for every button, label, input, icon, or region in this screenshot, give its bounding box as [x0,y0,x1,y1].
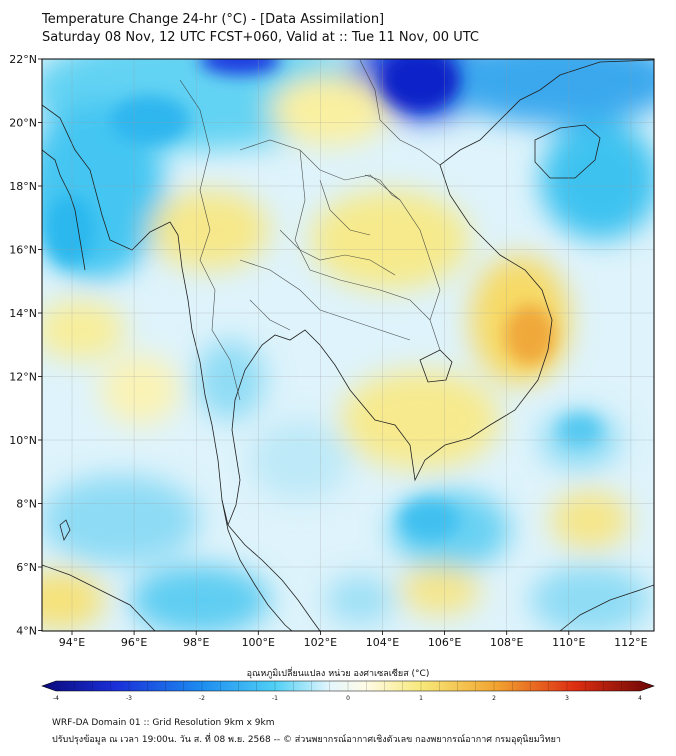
colorbar-tick-label: 4 [638,695,642,700]
colorbar-tick-label: -2 [199,695,205,700]
lat-label: 18°N [9,180,37,193]
latitude-labels: 22°N 20°N 18°N 16°N 14°N 12°N 10°N 8°N 6°N 4°N [9,53,42,638]
myanmar-coast [42,104,229,526]
lat-label: 14°N [9,307,37,320]
lat-label: 6°N [16,561,37,574]
lat-label: 4°N [16,625,37,638]
colorbar-tick-label: -4 [53,695,59,700]
lon-label: 106°E [428,636,461,649]
lon-label: 108°E [490,636,523,649]
colorbar-tick-label: 0 [346,695,350,700]
lon-label: 94°E [59,636,85,649]
chart-title: Temperature Change 24-hr (°C) - [Data As… [42,12,385,27]
field-blobs-core [45,59,602,540]
colorbar: -4 -3 -2 -1 0 1 2 3 4 [41,680,655,700]
island-nicobar [59,519,71,542]
malay-peninsula-east [227,524,321,631]
lon-label: 112°E [614,636,647,649]
malay-peninsula-west [221,499,293,631]
thai-gulf-coast [227,59,654,526]
temperature-field [42,59,654,631]
coastlines [42,59,654,631]
lat-label: 22°N [9,53,37,66]
bangladesh-coast [42,149,86,271]
lon-label: 110°E [552,636,585,649]
chart-subtitle: Saturday 08 Nov, 12 UTC FCST+060, Valid … [42,30,479,45]
footer-credit: ปรับปรุงข้อมูล ณ เวลา 19:00น. วัน ส. ที่… [52,735,561,745]
lon-label: 100°E [242,636,275,649]
colorbar-tick-label: -3 [126,695,132,700]
hainan-island [534,124,601,179]
lat-label: 8°N [16,498,37,511]
lat-label: 16°N [9,244,37,257]
colorbar-tick-label: 1 [419,695,423,700]
map-frame [41,58,655,632]
lat-label: 10°N [9,434,37,447]
longitude-labels: 94°E 96°E 98°E 100°E 102°E 104°E 106°E 108°E 110… [59,631,648,649]
tonle-sap-lake [419,349,453,383]
sumatra-coast [42,564,156,631]
lon-label: 98°E [183,636,209,649]
graticule [42,59,654,631]
colorbar-label: อุณหภูมิเปลี่ยนแปลง หน่วย องศาเซลเซียส (… [246,669,430,679]
lon-label: 104°E [366,636,399,649]
colorbar-tick-label: 2 [492,695,496,700]
borneo-coast [559,584,654,631]
lat-label: 20°N [9,117,37,130]
map-figure: 22°N 20°N 18°N 16°N 14°N 12°N 10°N 8°N 6°N 4°N 94… [9,53,655,700]
colorbar-tick-label: 3 [565,695,569,700]
footer-model-info: WRF-DA Domain 01 :: Grid Resolution 9km … [52,718,275,728]
country-borders [179,59,441,401]
colorbar-ticks: -4 -3 -2 -1 0 1 2 3 4 [53,681,642,700]
colorbar-tick-label: -1 [272,695,278,700]
lon-label: 96°E [121,636,147,649]
lon-label: 102°E [304,636,337,649]
lat-label: 12°N [9,371,37,384]
